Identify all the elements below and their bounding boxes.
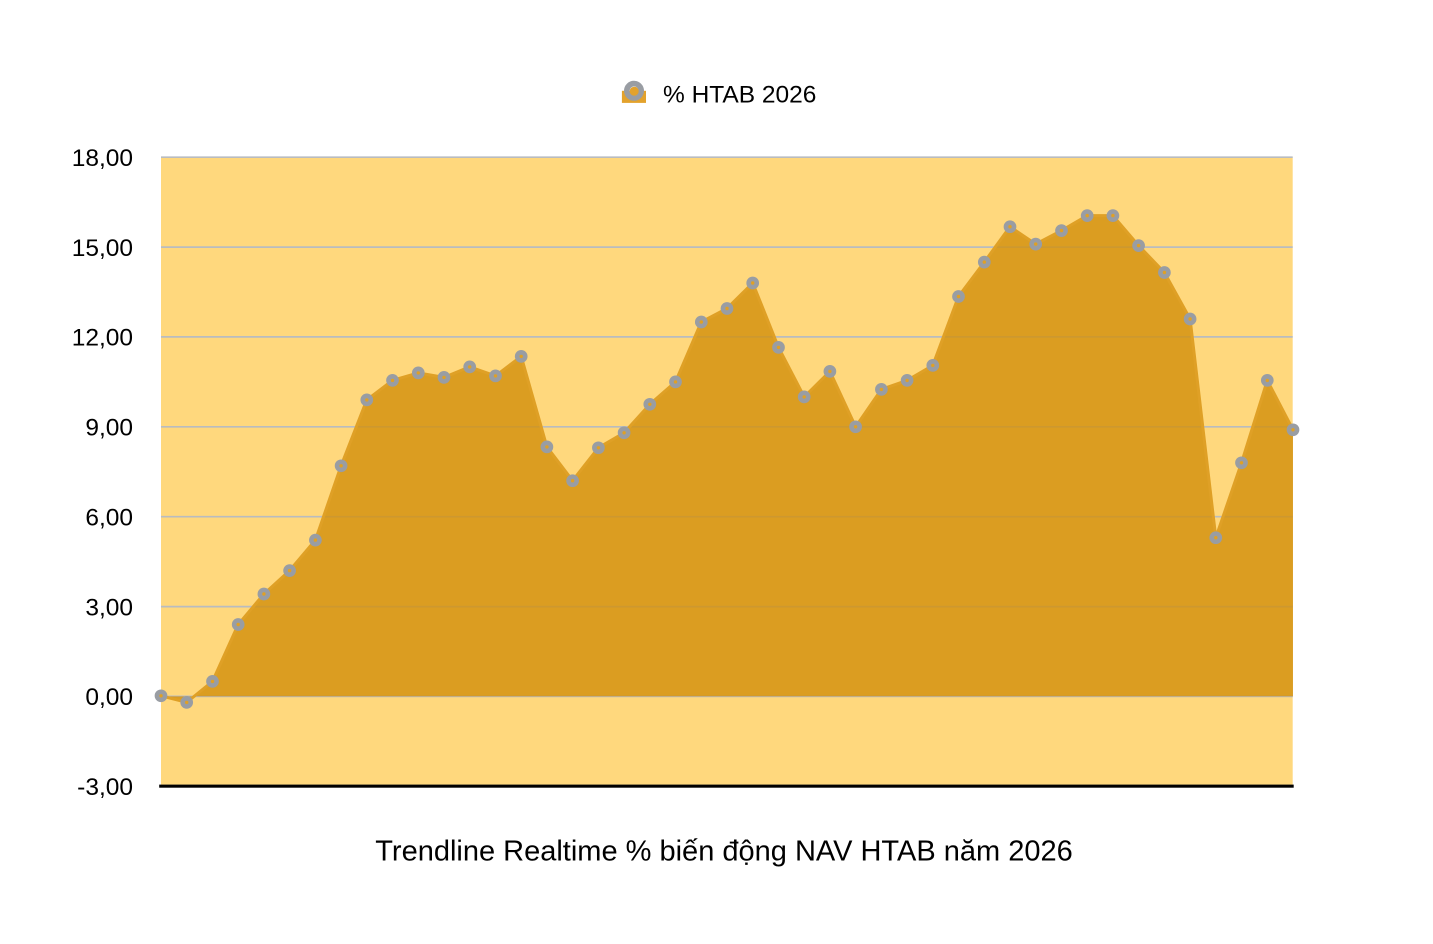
svg-text:6,00: 6,00 [85,504,133,531]
svg-text:3,00: 3,00 [85,594,133,621]
svg-text:% HTAB 2026: % HTAB 2026 [663,81,816,108]
svg-text:-3,00: -3,00 [77,774,133,801]
svg-text:12,00: 12,00 [72,325,133,352]
svg-text:0,00: 0,00 [85,684,133,711]
svg-text:Trendline Realtime % biến động: Trendline Realtime % biến động NAV HTAB … [375,836,1072,868]
svg-text:9,00: 9,00 [85,415,133,442]
svg-text:15,00: 15,00 [72,235,133,262]
svg-text:18,00: 18,00 [72,145,133,172]
